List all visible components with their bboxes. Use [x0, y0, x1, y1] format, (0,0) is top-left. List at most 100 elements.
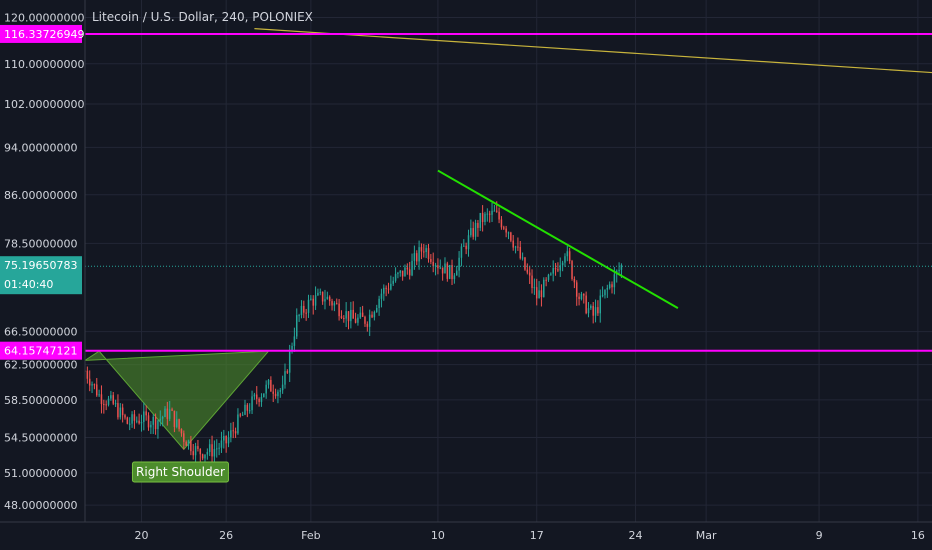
candle — [321, 291, 324, 305]
candle-body — [157, 420, 159, 430]
candle — [357, 314, 359, 326]
candle-body — [359, 312, 362, 318]
candle-body — [357, 317, 359, 323]
candle-body — [404, 267, 406, 277]
candle-body — [474, 223, 477, 237]
candle — [131, 411, 133, 428]
candle — [277, 389, 279, 404]
candle — [415, 250, 418, 266]
candle-body — [503, 227, 505, 229]
candle — [98, 389, 100, 398]
candle — [201, 453, 204, 461]
candle-body — [519, 247, 522, 259]
candle-body — [380, 293, 383, 299]
candle-body — [150, 424, 152, 428]
candle-body — [479, 212, 482, 228]
candle — [124, 413, 126, 420]
candle — [550, 272, 552, 276]
candle-body — [385, 287, 387, 289]
candle-body — [585, 295, 587, 314]
candle-body — [371, 314, 373, 318]
candle — [444, 257, 446, 274]
candle — [498, 207, 500, 224]
y-tick-label: 58.50000000 — [4, 394, 77, 407]
candle — [503, 225, 505, 230]
candle-body — [505, 228, 507, 233]
candle-body — [373, 311, 376, 318]
candle — [439, 259, 442, 270]
candle-body — [211, 444, 213, 457]
candles — [84, 201, 623, 465]
candle-body — [528, 272, 531, 276]
countdown-text: 01:40:40 — [4, 278, 53, 291]
candle — [477, 220, 479, 237]
candle — [105, 400, 107, 411]
candle — [178, 418, 180, 432]
candle — [554, 262, 557, 276]
candle — [152, 414, 154, 435]
y-tick-label: 66.50000000 — [4, 326, 77, 339]
candle — [126, 416, 129, 425]
candle — [248, 403, 251, 414]
candle — [173, 410, 176, 433]
candle-body — [343, 318, 345, 320]
x-tick-label: 17 — [530, 529, 544, 542]
candle-body — [458, 257, 460, 271]
candle-body — [394, 273, 397, 281]
candle — [251, 390, 253, 415]
candle-body — [305, 312, 307, 314]
candle — [448, 264, 451, 280]
candle — [611, 281, 613, 294]
candle-body — [128, 423, 131, 425]
candle — [166, 401, 169, 426]
candle — [267, 378, 270, 389]
candle-body — [227, 437, 230, 444]
candle-body — [491, 210, 493, 215]
candle-body — [495, 210, 498, 212]
candle — [401, 270, 404, 281]
candle — [408, 261, 411, 280]
candle-body — [96, 384, 98, 396]
candle — [564, 253, 566, 267]
candle — [307, 294, 310, 318]
candle-body — [131, 414, 133, 424]
candle-body — [272, 391, 274, 394]
candle-body — [493, 210, 496, 212]
candle-body — [427, 248, 430, 259]
candle-body — [448, 265, 451, 279]
candle — [390, 275, 392, 291]
candle — [533, 278, 536, 295]
candle-body — [375, 307, 378, 312]
candle-body — [161, 416, 164, 419]
candle-body — [138, 420, 140, 424]
candle-body — [314, 295, 317, 306]
candle — [187, 439, 190, 450]
candle-body — [472, 228, 474, 237]
candle — [484, 211, 486, 226]
candle-body — [488, 213, 491, 215]
candle — [112, 392, 114, 406]
candle-body — [413, 253, 416, 261]
candle — [397, 271, 399, 279]
candle-body — [197, 446, 199, 449]
candle — [291, 342, 293, 354]
candle-body — [481, 212, 484, 222]
time-axis-bg — [0, 522, 932, 550]
candle — [345, 302, 347, 328]
candle-body — [587, 308, 590, 314]
candle — [606, 284, 609, 298]
candle-body — [164, 408, 166, 417]
candle — [418, 240, 420, 270]
candle — [190, 435, 192, 456]
candle — [488, 210, 491, 223]
candle-body — [533, 287, 536, 289]
candle-body — [216, 448, 218, 450]
trendline-long-term-descending — [254, 28, 932, 74]
candle-body — [423, 251, 425, 253]
candle — [446, 261, 449, 282]
candle-body — [126, 417, 129, 424]
candle — [192, 443, 194, 460]
candle — [573, 276, 576, 289]
candle-body — [321, 291, 324, 302]
